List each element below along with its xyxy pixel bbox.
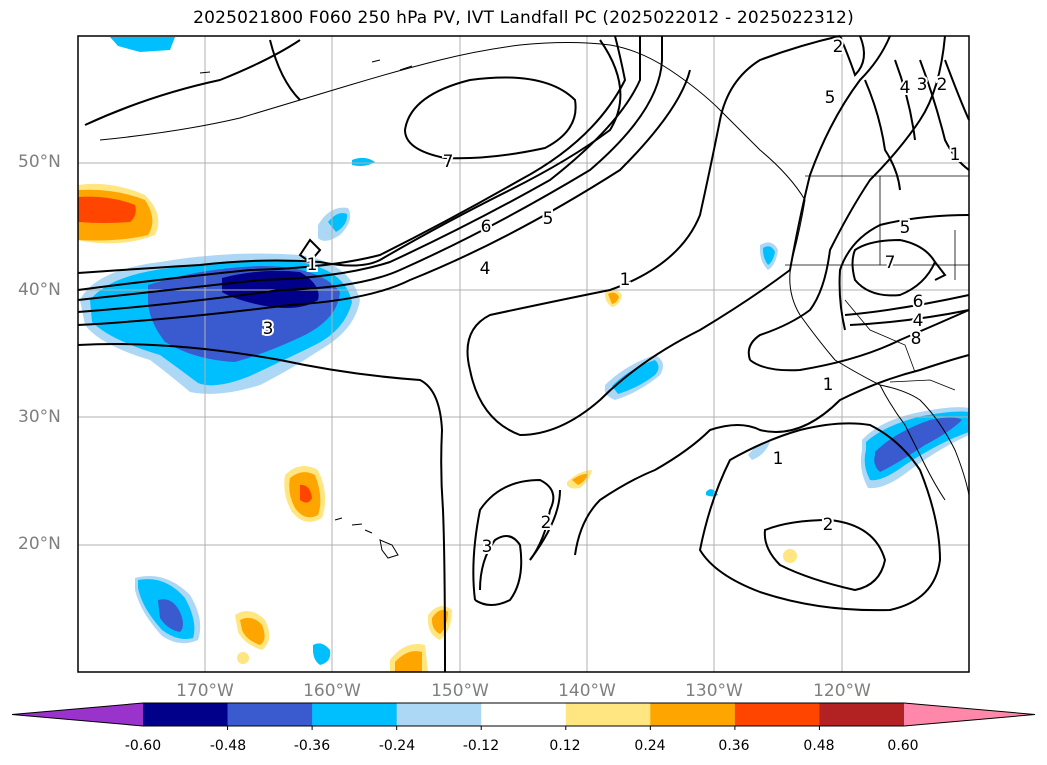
ivt-negative-blob [313, 643, 331, 665]
colorbar-tick-label: 0.60 [887, 738, 919, 754]
coastlines [99, 42, 970, 559]
colorbar-segment [227, 703, 313, 726]
lat-label: 30°N [18, 407, 61, 427]
contour-label: 1 [823, 375, 834, 395]
lon-label: 150°W [431, 681, 489, 701]
lon-label: 140°W [558, 681, 616, 701]
contour-label: 2 [937, 75, 948, 95]
contour-label: 4 [900, 78, 911, 98]
ivt-positive-blob [237, 652, 249, 664]
ivt-negative-blob [110, 37, 175, 52]
colorbar-segment [565, 703, 651, 726]
contour-label: 5 [825, 88, 836, 108]
ivt-negative-blob [222, 270, 319, 308]
contour-label: 2 [833, 37, 844, 57]
contour-label: 3 [917, 75, 928, 95]
contour-label: 5 [900, 218, 911, 238]
colorbar-segment [143, 703, 229, 726]
map-frame [77, 35, 970, 673]
colorbar-tick-label: 0.24 [634, 738, 666, 754]
colorbar-segment [312, 703, 398, 726]
colorbar-outline [11, 702, 1036, 727]
colorbar-segment [481, 703, 567, 726]
pv-contours [77, 35, 970, 673]
contour-label: 3 [482, 537, 493, 557]
contour-label: 3 [263, 319, 274, 339]
ivt-negative-blob [328, 213, 348, 232]
colorbar-segment [819, 703, 905, 726]
contour-label: 4 [913, 311, 924, 331]
ivt-positive-blob [78, 196, 136, 223]
colorbar-tick-label: -0.36 [293, 738, 331, 754]
ivt-negative-blob [748, 441, 770, 460]
contour-label: 4 [480, 259, 491, 279]
contour-label: 5 [543, 209, 554, 229]
colorbar-tick-label: 0.36 [718, 738, 750, 754]
ivt-negative-blob [874, 417, 962, 472]
ivt-positive-blob [572, 473, 588, 485]
colorbar-tick-label: -0.48 [209, 738, 247, 754]
colorbar-tick-label: 0.48 [803, 738, 835, 754]
contour-label: 7 [443, 152, 454, 172]
contour-label: 1 [307, 255, 318, 275]
ivt-negative-blob [158, 599, 183, 632]
colorbar [11, 702, 1036, 730]
ivt-negative-blob [352, 157, 375, 166]
contour-label: 8 [911, 329, 922, 349]
lon-label: 120°W [813, 681, 871, 701]
colorbar-tick-label: -0.60 [124, 738, 162, 754]
contour-label: 6 [913, 292, 924, 312]
lon-label: 170°W [176, 681, 234, 701]
lat-label: 50°N [18, 152, 61, 172]
colorbar-tick-label: -0.12 [462, 738, 500, 754]
ivt-positive-blob [783, 549, 797, 563]
colorbar-segment [734, 703, 820, 726]
ivt-positive-blob [395, 651, 422, 672]
colorbar-segment [650, 703, 736, 726]
ivt-positive-blob [608, 292, 619, 304]
contour-label: 1 [950, 145, 961, 165]
chart-title: 2025021800 F060 250 hPa PV, IVT Landfall… [193, 8, 854, 28]
ivt-positive-blob [300, 484, 312, 503]
contour-label: 2 [541, 513, 552, 533]
contour-label: 6 [481, 217, 492, 237]
contour-label: 1 [620, 270, 631, 290]
contour-label: 2 [823, 515, 834, 535]
borders [785, 175, 969, 391]
lat-label: 40°N [18, 280, 61, 300]
lon-label: 160°W [303, 681, 361, 701]
colorbar-extend-max [904, 703, 1035, 726]
lon-label: 130°W [685, 681, 743, 701]
ivt-negative-blob [612, 360, 659, 394]
contour-labels: 7 6 5 4 3 1 1 1 1 2 2 3 5 4 3 2 1 5 7 6 … [261, 35, 963, 559]
colorbar-tick-label: -0.24 [378, 738, 416, 754]
ivt-fill-layer [78, 37, 969, 672]
colorbar-segment [396, 703, 482, 726]
ivt-positive-blob [240, 617, 265, 645]
ivt-negative-blob [763, 246, 775, 265]
lat-label: 20°N [18, 534, 61, 554]
colorbar-tick-label: 0.12 [549, 738, 581, 754]
contour-label: 7 [885, 253, 896, 273]
contour-label: 1 [773, 449, 784, 469]
colorbar-extend-min [12, 703, 143, 726]
